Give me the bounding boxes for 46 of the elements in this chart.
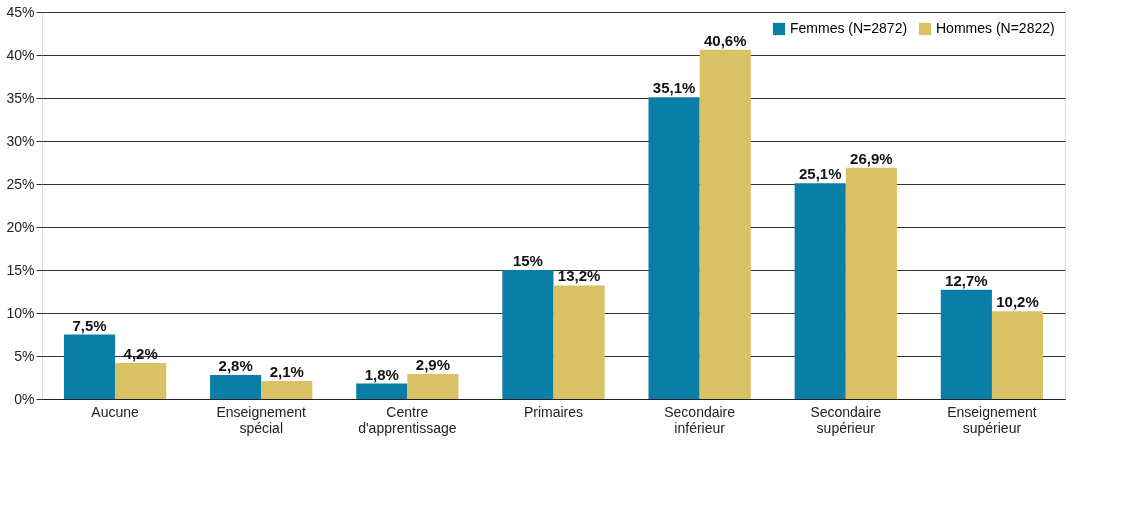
data-label: 13,2% bbox=[557, 267, 601, 285]
data-label: 10,2% bbox=[996, 293, 1039, 311]
x-tick-label: Enseignement supérieur bbox=[947, 403, 1037, 436]
data-label: 2,1% bbox=[269, 362, 304, 380]
legend-label: Femmes (N=2872) bbox=[790, 20, 908, 36]
y-tick-label: 10% bbox=[6, 304, 35, 321]
data-label: 2,8% bbox=[218, 356, 253, 374]
bar bbox=[553, 285, 605, 399]
bar bbox=[210, 374, 262, 399]
data-label: 40,6% bbox=[703, 31, 747, 49]
bar bbox=[699, 49, 751, 399]
x-tick-label: Centre d'apprentissage bbox=[358, 403, 457, 436]
y-tick-label: 30% bbox=[6, 132, 35, 149]
y-tick-label: 25% bbox=[6, 175, 35, 192]
bar bbox=[63, 334, 116, 399]
y-tick-label: 15% bbox=[6, 261, 35, 278]
bar bbox=[991, 311, 1044, 399]
x-tick-label: Enseignement spécial bbox=[216, 403, 307, 436]
bar bbox=[407, 374, 459, 399]
data-label: 35,1% bbox=[652, 79, 696, 97]
bar bbox=[845, 167, 897, 399]
x-tick-label: Secondaire inférieur bbox=[664, 403, 736, 436]
y-tick-label: 45% bbox=[6, 3, 35, 20]
x-tick-label: Secondaire supérieur bbox=[810, 403, 882, 436]
bar bbox=[502, 270, 554, 399]
y-tick-label: 40% bbox=[6, 46, 35, 63]
data-label: 26,9% bbox=[850, 149, 893, 167]
data-label: 7,5% bbox=[72, 316, 107, 334]
x-tick-label: Aucune bbox=[91, 403, 140, 420]
y-tick-label: 0% bbox=[14, 390, 35, 407]
bar bbox=[794, 183, 846, 399]
bar bbox=[261, 380, 313, 399]
data-label: 1,8% bbox=[364, 365, 399, 383]
bar bbox=[940, 289, 992, 399]
data-label: 15% bbox=[512, 252, 543, 269]
bar bbox=[356, 383, 408, 399]
y-tick-label: 5% bbox=[14, 347, 35, 364]
x-tick-label: Primaires bbox=[523, 403, 584, 420]
data-label: 25,1% bbox=[798, 165, 842, 183]
legend-label: Hommes (N=2822) bbox=[936, 20, 1055, 36]
data-label: 12,7% bbox=[945, 271, 988, 289]
bar bbox=[115, 362, 167, 399]
bar bbox=[648, 97, 700, 399]
y-tick-label: 35% bbox=[6, 89, 35, 106]
y-tick-label: 20% bbox=[6, 218, 35, 235]
data-label: 2,9% bbox=[415, 356, 451, 374]
